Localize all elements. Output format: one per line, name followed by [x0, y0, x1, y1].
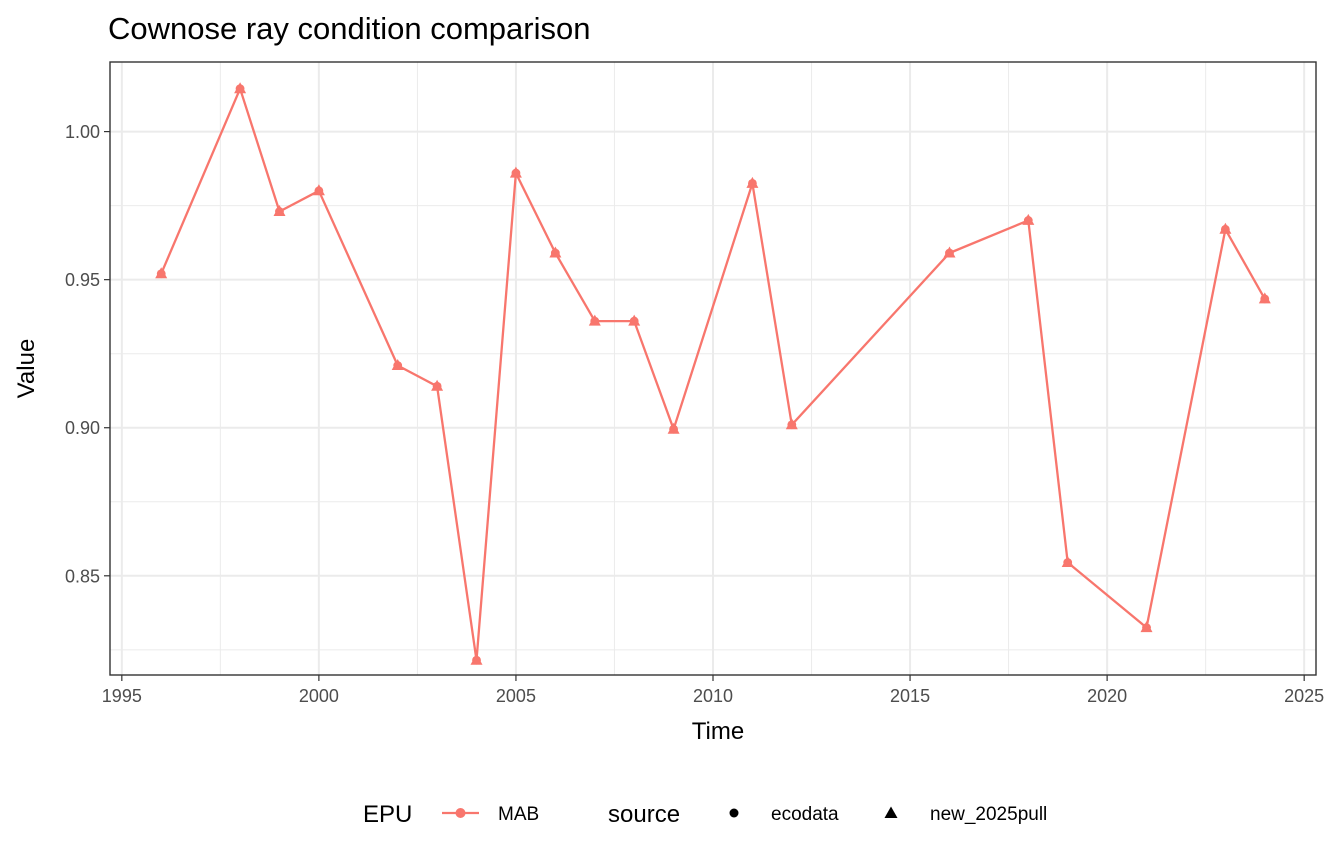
data-point-triangle	[549, 246, 562, 258]
legend-key-mab	[442, 808, 479, 818]
data-point-triangle	[509, 166, 522, 178]
data-point-triangle	[943, 246, 956, 258]
x-tick-label: 2010	[693, 686, 733, 706]
data-point-triangle	[628, 314, 641, 326]
x-tick-label: 1995	[102, 686, 142, 706]
x-tick-label: 2000	[299, 686, 339, 706]
data-point-triangle	[1140, 621, 1153, 633]
axes: 1995 2000 2005 2010 2015 2020 2025 0.85 0.90 0.95…	[65, 122, 1324, 706]
y-tick-label: 0.95	[65, 270, 100, 290]
chart-title: Cownose ray condition comparison	[108, 11, 590, 46]
data-point-triangle	[155, 267, 168, 279]
data-point-triangle	[1022, 213, 1035, 225]
triangle-icon	[884, 806, 898, 818]
x-axis-title: Time	[692, 718, 744, 745]
x-tick-label: 2005	[496, 686, 536, 706]
x-tick-label: 2020	[1087, 686, 1127, 706]
y-tick-label: 0.85	[65, 566, 100, 586]
data-point-triangle	[667, 422, 680, 434]
x-tick-label: 2025	[1284, 686, 1324, 706]
data-point-triangle	[431, 379, 444, 391]
data-point-triangle	[746, 176, 759, 188]
y-tick-label: 1.00	[65, 122, 100, 142]
legend-title-epu: EPU	[363, 801, 412, 828]
legend-point-mab	[455, 808, 466, 818]
legend-label-new-2025pull: new_2025pull	[930, 804, 1047, 825]
data-point-triangle	[1219, 222, 1232, 234]
legend-label-ecodata: ecodata	[771, 804, 839, 825]
legend-title-source: source	[608, 801, 680, 828]
circle-icon	[729, 808, 739, 818]
data-point-triangle	[1258, 292, 1271, 304]
data-point-triangle	[312, 184, 325, 196]
x-tick-label: 2015	[890, 686, 930, 706]
y-axis-title: Value	[13, 339, 40, 399]
data-point-triangle	[470, 653, 483, 665]
data-point-triangle	[391, 359, 404, 370]
series-layer	[155, 82, 1271, 665]
data-point-triangle	[785, 418, 798, 430]
y-tick-label: 0.90	[65, 418, 100, 438]
grid-lines	[110, 62, 1316, 675]
legend-label-mab: MAB	[498, 804, 539, 825]
data-point-triangle	[273, 205, 286, 216]
data-point-triangle	[588, 314, 601, 326]
legend: EPU MAB source ecodata new_2025pull	[363, 801, 1047, 828]
series-line	[160, 87, 1266, 662]
data-point-triangle	[1061, 556, 1074, 567]
data-point-triangle	[234, 82, 247, 94]
